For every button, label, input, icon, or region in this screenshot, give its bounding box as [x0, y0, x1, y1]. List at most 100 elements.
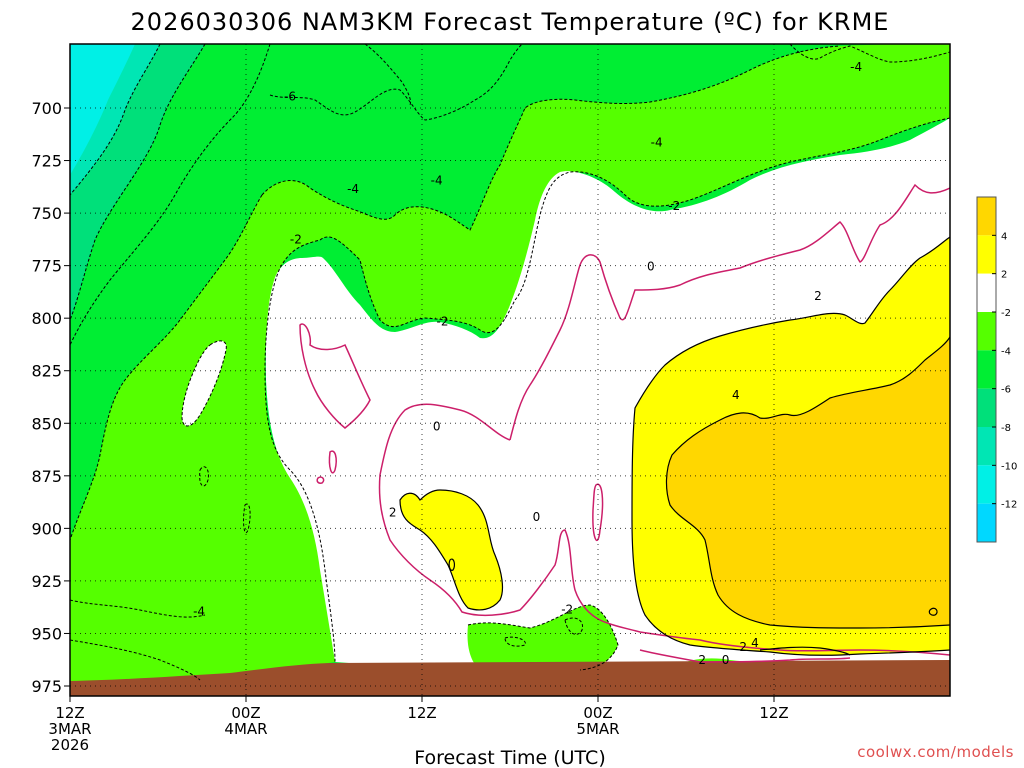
contour-minus10 [70, 44, 161, 196]
contour-label: -4 [193, 604, 205, 618]
colorbar-label: 4 [1001, 231, 1007, 242]
colorbar-band [977, 235, 996, 274]
contour-minus4-mid [261, 45, 841, 231]
contour-minus4-left [70, 194, 263, 541]
region-warmest-gold-east [666, 337, 950, 628]
contour-label: -4 [347, 182, 359, 196]
contour-minus2-small-4 [504, 636, 526, 647]
contour-minus6-dip [364, 44, 411, 106]
y-tick-label: 700 [31, 99, 62, 118]
colorbar-frame [976, 196, 997, 543]
colorbar-band [977, 503, 996, 542]
colorbar-band [977, 273, 996, 312]
region-ground [70, 660, 950, 696]
contour-four-near-sfc [759, 646, 851, 656]
region-white-hole [182, 340, 227, 426]
contour-label: -2 [668, 199, 680, 213]
contour-minus2-small-3 [564, 617, 584, 635]
x-tick-label: 3MAR [48, 720, 91, 738]
y-tick-label: 875 [31, 467, 62, 486]
y-axis: 700 725 750 775 800 825 850 875 900 925 950 975 [31, 99, 70, 696]
x-tick-label: 5MAR [576, 720, 619, 738]
contour-label: 0 [533, 510, 541, 524]
contour-two-small [448, 558, 456, 571]
colorbar-label: -6 [1001, 385, 1011, 396]
contour-label: -4 [431, 174, 443, 188]
x-tick-label: 00Z [583, 704, 612, 722]
plot-frame [69, 43, 951, 697]
contour-four-east [665, 336, 950, 629]
x-axis-label: Forecast Time (UTC) [414, 747, 605, 768]
colorbar-label: -12 [1001, 500, 1017, 511]
colorbar-label: -2 [1001, 308, 1011, 319]
contour-label: 2 [389, 506, 397, 520]
contour-label: -2 [437, 314, 449, 328]
y-tick-label: 800 [31, 309, 62, 328]
contour-minus2-small-2 [243, 503, 251, 533]
y-tick-label: 750 [31, 204, 62, 223]
region-warm-yellow-nose [400, 490, 503, 610]
contour-label: -4 [850, 60, 862, 74]
contour-label: 2 [739, 640, 747, 654]
colorbar-band [977, 388, 996, 427]
contour-minus4-bottom-left [70, 599, 206, 618]
contour-minus2-hole [181, 340, 227, 427]
contour-zero-small-2 [592, 483, 604, 542]
region-upper-left-coldest [70, 44, 135, 175]
y-tick-label: 825 [31, 362, 62, 381]
colorbar-band [977, 350, 996, 389]
colorbar-label: 2 [1001, 270, 1007, 281]
contour-zero-near-sfc [639, 649, 851, 663]
contour-two-nose [399, 489, 504, 611]
contour-minus2-main [264, 117, 950, 663]
contour-label: 4 [732, 388, 740, 402]
x-tick-label: 12Z [407, 704, 436, 722]
contour-label: -4 [651, 136, 663, 150]
contour-minus4-bottom-left-2 [70, 639, 201, 681]
contour-zero-closed [299, 323, 371, 429]
contour-label: 0 [647, 260, 655, 274]
credit-text: coolwx.com/models [857, 743, 1014, 761]
gridlines [69, 44, 950, 696]
contour-minus2-pocket [467, 604, 619, 671]
contour-zero-small-3 [316, 476, 325, 484]
contour-label: -2 [290, 232, 302, 246]
y-tick-label: 725 [31, 152, 62, 171]
contour-label: 0 [433, 419, 441, 433]
y-tick-label: 925 [31, 572, 62, 591]
contour-minus2-small-1 [199, 466, 209, 487]
colorbar-band [977, 312, 996, 351]
x-tick-label: 12Z [55, 704, 84, 722]
contour-zero-small-1 [328, 450, 337, 474]
colorbar-band [977, 197, 996, 236]
contour-zero-lower [378, 403, 950, 656]
colorbar: 4 2 -2 -4 -6 -8 -10 -12 [976, 196, 1017, 543]
colorbar-label: -8 [1001, 423, 1011, 434]
y-tick-label: 950 [31, 624, 62, 643]
x-tick-label: 12Z [759, 704, 788, 722]
y-tick-label: 975 [31, 677, 62, 696]
contour-label: 4 [751, 636, 759, 650]
x-tick-label: 2026 [51, 736, 89, 754]
colorbar-label: -10 [1001, 461, 1017, 472]
x-tick-label: 4MAR [224, 720, 267, 738]
contour-label: 2 [698, 653, 706, 667]
contour-four-small [928, 607, 938, 616]
colorbar-band [977, 427, 996, 466]
contour-minus4-upper-right [789, 44, 950, 63]
colorbar-band [977, 465, 996, 504]
region-mid-green-band [70, 44, 950, 696]
chart-title: 2026030306 NAM3KM Forecast Temperature (… [131, 8, 890, 36]
contour-label: -2 [561, 602, 573, 616]
contour-label: 0 [722, 653, 730, 667]
contour-zero-upper [509, 183, 950, 441]
y-tick-label: 900 [31, 519, 62, 538]
y-tick-label: 850 [31, 414, 62, 433]
colorbar-label: -4 [1001, 346, 1011, 357]
contour-label: -6 [284, 89, 296, 103]
x-tick-label: 00Z [231, 704, 260, 722]
contour-label: 2 [814, 289, 822, 303]
